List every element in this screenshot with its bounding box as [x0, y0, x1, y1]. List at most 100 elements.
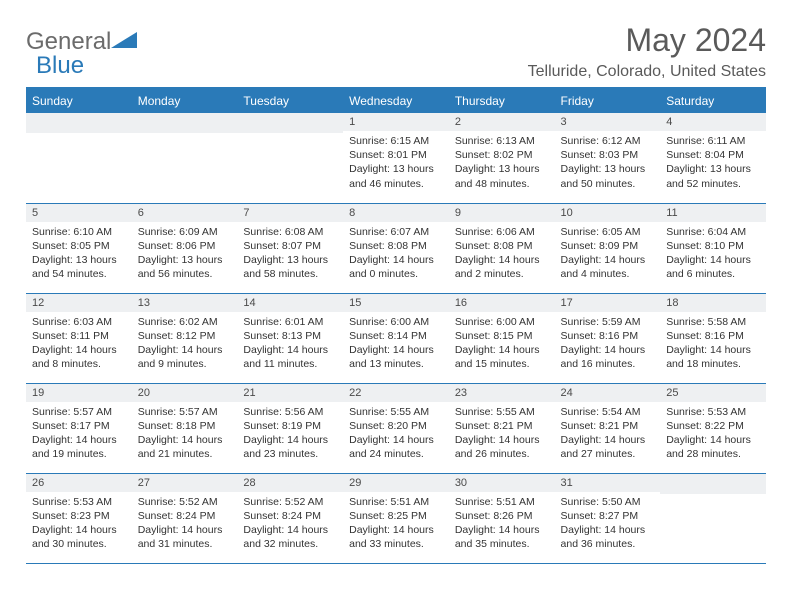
- day-number: 25: [660, 384, 766, 402]
- calendar-cell: 6Sunrise: 6:09 AMSunset: 8:06 PMDaylight…: [132, 203, 238, 293]
- day-number: 18: [660, 294, 766, 312]
- sunset-line: Sunset: 8:18 PM: [138, 419, 232, 433]
- sunrise-line: Sunrise: 6:15 AM: [349, 134, 443, 148]
- sunrise-line: Sunrise: 6:13 AM: [455, 134, 549, 148]
- daylight-line: Daylight: 13 hours and 50 minutes.: [561, 162, 655, 190]
- sunrise-line: Sunrise: 6:01 AM: [243, 315, 337, 329]
- day-body: Sunrise: 5:51 AMSunset: 8:25 PMDaylight:…: [343, 492, 449, 558]
- empty-day-body: [237, 133, 343, 142]
- calendar-cell: 12Sunrise: 6:03 AMSunset: 8:11 PMDayligh…: [26, 293, 132, 383]
- calendar-page: General Blue May 2024 Telluride, Colorad…: [0, 0, 792, 586]
- day-number: 28: [237, 474, 343, 492]
- logo-blue: Blue: [36, 52, 137, 80]
- sunrise-line: Sunrise: 6:03 AM: [32, 315, 126, 329]
- header: General Blue May 2024 Telluride, Colorad…: [26, 22, 766, 81]
- sunset-line: Sunset: 8:14 PM: [349, 329, 443, 343]
- calendar-cell: 11Sunrise: 6:04 AMSunset: 8:10 PMDayligh…: [660, 203, 766, 293]
- sunrise-line: Sunrise: 5:57 AM: [138, 405, 232, 419]
- sunrise-line: Sunrise: 5:59 AM: [561, 315, 655, 329]
- sunrise-line: Sunrise: 5:51 AM: [455, 495, 549, 509]
- daylight-line: Daylight: 14 hours and 27 minutes.: [561, 433, 655, 461]
- daylight-line: Daylight: 14 hours and 4 minutes.: [561, 253, 655, 281]
- day-number: 19: [26, 384, 132, 402]
- calendar-cell: 17Sunrise: 5:59 AMSunset: 8:16 PMDayligh…: [555, 293, 661, 383]
- brand-logo: General Blue: [26, 28, 137, 80]
- calendar-cell: 7Sunrise: 6:08 AMSunset: 8:07 PMDaylight…: [237, 203, 343, 293]
- sunrise-line: Sunrise: 5:51 AM: [349, 495, 443, 509]
- day-number: 3: [555, 113, 661, 131]
- calendar-cell: 23Sunrise: 5:55 AMSunset: 8:21 PMDayligh…: [449, 383, 555, 473]
- day-number: 30: [449, 474, 555, 492]
- day-number: 1: [343, 113, 449, 131]
- day-body: Sunrise: 6:01 AMSunset: 8:13 PMDaylight:…: [237, 312, 343, 378]
- daylight-line: Daylight: 14 hours and 36 minutes.: [561, 523, 655, 551]
- daylight-line: Daylight: 13 hours and 52 minutes.: [666, 162, 760, 190]
- day-number: 12: [26, 294, 132, 312]
- calendar-cell: 20Sunrise: 5:57 AMSunset: 8:18 PMDayligh…: [132, 383, 238, 473]
- sunset-line: Sunset: 8:24 PM: [243, 509, 337, 523]
- daylight-line: Daylight: 14 hours and 26 minutes.: [455, 433, 549, 461]
- calendar-cell: 1Sunrise: 6:15 AMSunset: 8:01 PMDaylight…: [343, 113, 449, 203]
- sunset-line: Sunset: 8:12 PM: [138, 329, 232, 343]
- weekday-header-row: SundayMondayTuesdayWednesdayThursdayFrid…: [26, 88, 766, 113]
- day-body: Sunrise: 5:59 AMSunset: 8:16 PMDaylight:…: [555, 312, 661, 378]
- calendar-week-row: 1Sunrise: 6:15 AMSunset: 8:01 PMDaylight…: [26, 113, 766, 203]
- daylight-line: Daylight: 13 hours and 46 minutes.: [349, 162, 443, 190]
- sunrise-line: Sunrise: 5:53 AM: [32, 495, 126, 509]
- day-body: Sunrise: 5:53 AMSunset: 8:22 PMDaylight:…: [660, 402, 766, 468]
- calendar-cell: 29Sunrise: 5:51 AMSunset: 8:25 PMDayligh…: [343, 473, 449, 563]
- day-body: Sunrise: 5:52 AMSunset: 8:24 PMDaylight:…: [132, 492, 238, 558]
- day-body: Sunrise: 6:15 AMSunset: 8:01 PMDaylight:…: [343, 131, 449, 197]
- sunrise-line: Sunrise: 6:12 AM: [561, 134, 655, 148]
- day-number: 17: [555, 294, 661, 312]
- sunrise-line: Sunrise: 5:53 AM: [666, 405, 760, 419]
- sunrise-line: Sunrise: 6:06 AM: [455, 225, 549, 239]
- sunrise-line: Sunrise: 5:57 AM: [32, 405, 126, 419]
- day-body: Sunrise: 6:06 AMSunset: 8:08 PMDaylight:…: [449, 222, 555, 288]
- day-number: 4: [660, 113, 766, 131]
- day-number: 16: [449, 294, 555, 312]
- day-number: 31: [555, 474, 661, 492]
- day-body: Sunrise: 5:56 AMSunset: 8:19 PMDaylight:…: [237, 402, 343, 468]
- daylight-line: Daylight: 14 hours and 18 minutes.: [666, 343, 760, 371]
- calendar-cell: 16Sunrise: 6:00 AMSunset: 8:15 PMDayligh…: [449, 293, 555, 383]
- sunrise-line: Sunrise: 5:58 AM: [666, 315, 760, 329]
- sunset-line: Sunset: 8:17 PM: [32, 419, 126, 433]
- logo-triangle-icon: [111, 30, 137, 55]
- sunrise-line: Sunrise: 6:00 AM: [349, 315, 443, 329]
- calendar-cell: 21Sunrise: 5:56 AMSunset: 8:19 PMDayligh…: [237, 383, 343, 473]
- sunrise-line: Sunrise: 6:04 AM: [666, 225, 760, 239]
- day-number: 13: [132, 294, 238, 312]
- day-body: Sunrise: 6:11 AMSunset: 8:04 PMDaylight:…: [660, 131, 766, 197]
- day-number: 21: [237, 384, 343, 402]
- sunrise-line: Sunrise: 6:07 AM: [349, 225, 443, 239]
- calendar-cell: 25Sunrise: 5:53 AMSunset: 8:22 PMDayligh…: [660, 383, 766, 473]
- weekday-header: Saturday: [660, 88, 766, 113]
- daylight-line: Daylight: 14 hours and 8 minutes.: [32, 343, 126, 371]
- calendar-cell: [237, 113, 343, 203]
- sunset-line: Sunset: 8:08 PM: [455, 239, 549, 253]
- daylight-line: Daylight: 14 hours and 33 minutes.: [349, 523, 443, 551]
- calendar-cell: 3Sunrise: 6:12 AMSunset: 8:03 PMDaylight…: [555, 113, 661, 203]
- sunset-line: Sunset: 8:27 PM: [561, 509, 655, 523]
- sunset-line: Sunset: 8:19 PM: [243, 419, 337, 433]
- day-body: Sunrise: 5:53 AMSunset: 8:23 PMDaylight:…: [26, 492, 132, 558]
- sunset-line: Sunset: 8:13 PM: [243, 329, 337, 343]
- day-body: Sunrise: 5:57 AMSunset: 8:18 PMDaylight:…: [132, 402, 238, 468]
- sunrise-line: Sunrise: 6:08 AM: [243, 225, 337, 239]
- sunrise-line: Sunrise: 5:55 AM: [349, 405, 443, 419]
- day-body: Sunrise: 5:55 AMSunset: 8:21 PMDaylight:…: [449, 402, 555, 468]
- sunset-line: Sunset: 8:04 PM: [666, 148, 760, 162]
- sunset-line: Sunset: 8:07 PM: [243, 239, 337, 253]
- day-number: 6: [132, 204, 238, 222]
- day-body: Sunrise: 5:58 AMSunset: 8:16 PMDaylight:…: [660, 312, 766, 378]
- day-body: Sunrise: 6:02 AMSunset: 8:12 PMDaylight:…: [132, 312, 238, 378]
- location-text: Telluride, Colorado, United States: [528, 63, 766, 81]
- sunset-line: Sunset: 8:09 PM: [561, 239, 655, 253]
- day-number: 8: [343, 204, 449, 222]
- day-number: 29: [343, 474, 449, 492]
- daylight-line: Daylight: 14 hours and 19 minutes.: [32, 433, 126, 461]
- calendar-cell: [26, 113, 132, 203]
- sunset-line: Sunset: 8:21 PM: [561, 419, 655, 433]
- weekday-header: Wednesday: [343, 88, 449, 113]
